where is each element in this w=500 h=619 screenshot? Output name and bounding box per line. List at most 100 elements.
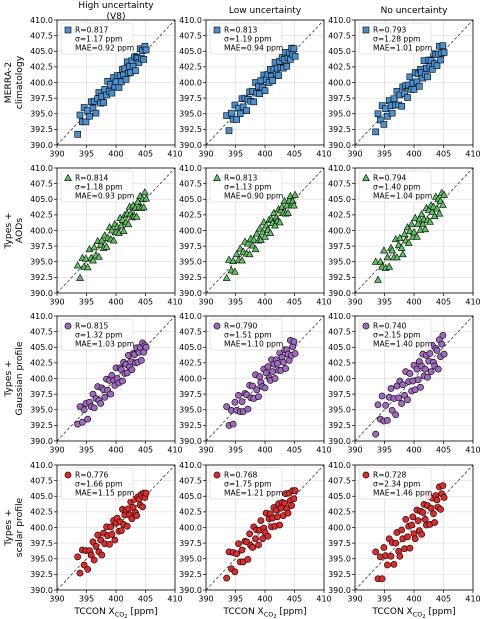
stat-line: σ=1.66 ppm — [75, 480, 123, 489]
y-tick-label: 405.0 — [179, 492, 202, 501]
stat-line: R=0.728 — [373, 471, 407, 480]
y-tick-label: 395.0 — [179, 406, 202, 415]
row-label-2-0: Types + — [3, 360, 14, 398]
y-tick-label: 400.0 — [30, 78, 53, 87]
data-point — [406, 370, 414, 377]
data-point — [74, 131, 81, 138]
data-point — [251, 245, 260, 253]
data-point — [390, 95, 398, 103]
data-point — [90, 243, 99, 251]
data-point — [236, 244, 245, 252]
data-point — [255, 541, 262, 549]
data-point — [107, 226, 116, 234]
y-tick-label: 407.5 — [328, 327, 351, 336]
x-tick-label: 405 — [138, 298, 153, 307]
data-point — [119, 377, 126, 385]
x-tick-label: 400 — [257, 150, 272, 159]
stat-line: MAE=1.01 ppm — [373, 44, 432, 53]
data-point — [139, 503, 146, 511]
y-tick-label: 395.0 — [328, 110, 351, 119]
y-tick-label: 400.0 — [328, 226, 351, 235]
data-point — [409, 513, 417, 521]
x-tick-label: 410 — [167, 150, 182, 159]
data-point — [384, 416, 391, 424]
data-point — [284, 208, 292, 216]
y-tick-label: 402.5 — [179, 63, 202, 72]
data-point — [377, 116, 384, 124]
row-label-3-1: scalar profile — [14, 497, 25, 557]
data-point — [244, 555, 252, 563]
x-tick-label: 395 — [228, 150, 243, 159]
data-point — [257, 517, 265, 525]
data-point — [414, 376, 422, 384]
data-point — [124, 220, 133, 228]
data-point — [222, 273, 231, 281]
data-point — [231, 568, 239, 576]
data-point — [261, 232, 269, 240]
data-point — [413, 365, 421, 373]
data-point — [380, 121, 388, 128]
stat-line: σ=1.51 ppm — [224, 331, 272, 340]
row-label-1-1: AODs — [14, 218, 25, 243]
data-point — [89, 256, 97, 264]
x-tick-label: 405 — [436, 595, 451, 604]
data-point — [411, 213, 420, 221]
y-tick-label: 392.5 — [179, 125, 202, 134]
x-tick-label: 410 — [167, 595, 182, 604]
y-tick-label: 407.5 — [30, 31, 53, 40]
data-point — [417, 210, 426, 218]
stat-line: σ=1.17 ppm — [75, 35, 123, 44]
y-tick-label: 395.0 — [179, 555, 202, 564]
x-tick-label: 405 — [287, 595, 302, 604]
y-tick-label: 400.0 — [30, 374, 53, 383]
data-point — [87, 551, 95, 559]
data-point — [140, 56, 148, 63]
y-tick-label: 392.5 — [30, 421, 53, 430]
data-point — [395, 233, 404, 241]
x-tick-label: 410 — [316, 446, 331, 455]
x-tick-label: 390 — [49, 446, 64, 455]
y-tick-label: 410.0 — [179, 164, 202, 173]
y-tick-label: 392.5 — [328, 421, 351, 430]
y-tick-label: 410.0 — [179, 461, 202, 470]
x-tick-label: 405 — [138, 150, 153, 159]
legend-marker — [64, 173, 72, 181]
data-point — [419, 509, 427, 516]
x-tick-label: 400 — [406, 595, 421, 604]
data-point — [395, 394, 403, 402]
y-tick-label: 410.0 — [179, 312, 202, 321]
y-tick-label: 390.0 — [179, 289, 202, 298]
data-point — [109, 236, 118, 244]
stat-line: MAE=0.90 ppm — [224, 192, 283, 201]
stat-line: MAE=1.15 ppm — [75, 489, 134, 498]
row-label-3-0: Types + — [3, 509, 14, 547]
data-point — [380, 544, 388, 551]
data-point — [273, 513, 281, 521]
y-tick-label: 402.5 — [30, 63, 53, 72]
data-point — [137, 356, 145, 364]
data-point — [229, 256, 238, 265]
data-point — [122, 76, 130, 83]
data-point — [252, 229, 261, 237]
stats-box — [358, 170, 432, 203]
y-tick-label: 395.0 — [328, 555, 351, 564]
y-tick-label: 405.0 — [328, 47, 351, 56]
y-tick-label: 390.0 — [179, 141, 202, 150]
data-point — [117, 527, 125, 535]
y-tick-label: 407.5 — [328, 476, 351, 485]
stat-line: MAE=0.92 ppm — [75, 44, 134, 53]
y-tick-label: 405.0 — [179, 47, 202, 56]
data-point — [408, 521, 416, 529]
y-tick-label: 392.5 — [179, 570, 202, 579]
data-point — [82, 254, 90, 262]
stat-line: R=0.740 — [373, 322, 407, 331]
data-point — [384, 561, 391, 569]
column-title-0-0: High uncertainty — [78, 1, 154, 11]
x-tick-label: 400 — [406, 298, 421, 307]
y-tick-label: 392.5 — [328, 125, 351, 134]
x-axis-label: TCCON XCO2 [ppm] — [73, 607, 157, 619]
stat-line: R=0.814 — [75, 174, 109, 183]
data-point — [142, 46, 150, 54]
